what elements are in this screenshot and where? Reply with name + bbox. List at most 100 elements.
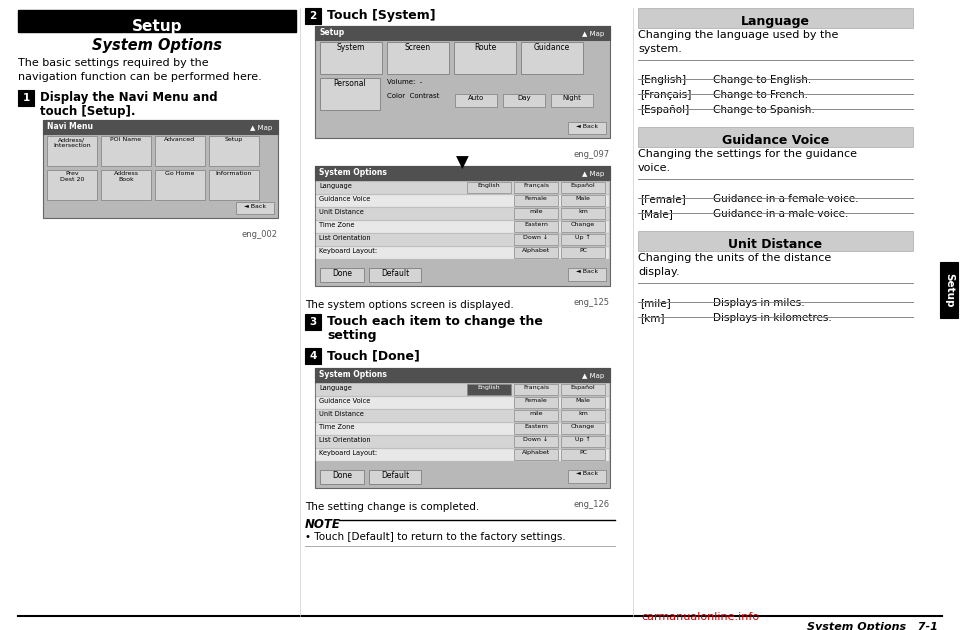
Text: Setup: Setup [132,20,182,35]
Bar [369,268,421,282]
Text: The system options screen is displayed.: The system options screen is displayed. [305,300,514,310]
Text: Male: Male [576,196,590,201]
Bar [315,368,610,382]
Bar [503,94,545,107]
Text: [Español]: [Español] [640,105,689,115]
Text: [km]: [km] [640,313,664,323]
Text: Alphabet: Alphabet [522,248,550,253]
Text: English: English [478,183,500,188]
Text: Displays in kilometres.: Displays in kilometres. [713,313,831,323]
Text: Display the Navi Menu and: Display the Navi Menu and [40,91,218,104]
Bar [305,8,321,24]
Bar [316,423,609,435]
Text: Personal: Personal [334,79,367,88]
Bar [514,423,558,434]
Text: Information: Information [216,171,252,176]
Text: Changing the units of the distance: Changing the units of the distance [638,253,831,263]
Bar [514,449,558,460]
Bar [316,384,609,396]
Text: Language: Language [319,385,352,391]
Text: PC: PC [579,248,587,253]
Text: Alphabet: Alphabet [522,450,550,455]
Bar [561,384,605,395]
Bar [638,127,913,147]
Text: System Options: System Options [92,38,222,53]
Text: Volume:  -: Volume: - [387,79,422,85]
Text: Language: Language [319,183,352,189]
Text: 1: 1 [22,93,30,103]
Text: POI Name: POI Name [110,137,141,142]
Text: Female: Female [524,196,547,201]
Text: Change: Change [571,424,595,429]
Bar [316,208,609,220]
Bar [561,436,605,447]
Bar [387,42,449,74]
Text: mile: mile [529,411,542,416]
Text: System: System [337,43,365,52]
Text: Time Zone: Time Zone [319,222,354,228]
Text: Changing the language used by the: Changing the language used by the [638,30,838,40]
Bar [561,182,605,193]
Bar [101,136,151,166]
Text: Guidance Voice: Guidance Voice [722,134,829,147]
Text: ▲ Map: ▲ Map [582,171,604,177]
Text: Français: Français [523,385,549,390]
Bar [305,314,321,330]
Text: 4: 4 [309,351,317,361]
Bar [316,195,609,207]
Text: Color  Contrast: Color Contrast [387,93,440,99]
Text: eng_125: eng_125 [574,298,610,307]
Text: km: km [578,209,588,214]
Text: List Orientation: List Orientation [319,235,371,241]
Bar [568,268,606,281]
Bar [315,368,610,488]
Bar [315,26,610,138]
Bar [514,384,558,395]
Bar [155,170,205,200]
Bar [514,397,558,408]
Text: Change to English.: Change to English. [713,75,811,85]
Text: Setup: Setup [319,28,345,37]
Text: Default: Default [381,269,409,278]
Bar [47,170,97,200]
Text: system.: system. [638,44,682,54]
Bar [320,470,364,484]
Text: Default: Default [381,471,409,480]
Bar [561,449,605,460]
Text: Up ↑: Up ↑ [575,235,590,241]
Text: ▲ Map: ▲ Map [250,125,273,131]
Text: 3: 3 [309,317,317,327]
Text: Day: Day [517,95,531,101]
Bar [514,208,558,219]
Text: Go Home: Go Home [165,171,195,176]
Bar [561,208,605,219]
Text: Unit Distance: Unit Distance [319,209,364,215]
Bar [18,10,296,32]
Bar [568,470,606,483]
Bar [316,410,609,422]
Text: Route: Route [474,43,496,52]
Text: Español: Español [570,385,595,390]
Bar [316,449,609,461]
Text: Done: Done [332,471,352,480]
Text: Female: Female [524,398,547,403]
Text: • Touch [Default] to return to the factory settings.: • Touch [Default] to return to the facto… [305,532,565,542]
Text: [Female]: [Female] [640,194,685,204]
Text: Touch [Done]: Touch [Done] [327,349,420,362]
Text: Change to Spanish.: Change to Spanish. [713,105,815,115]
Text: Language: Language [741,16,810,28]
Text: Address
Book: Address Book [113,171,138,182]
Bar [155,136,205,166]
Bar [315,166,610,286]
Text: ◄ Back: ◄ Back [576,269,598,274]
Bar [315,166,610,180]
Text: Prev
Dest 20: Prev Dest 20 [60,171,84,182]
Text: ◄ Back: ◄ Back [576,471,598,476]
Text: Changing the settings for the guidance: Changing the settings for the guidance [638,149,857,159]
Bar [236,202,274,214]
Bar [369,470,421,484]
Text: Navi Menu: Navi Menu [47,122,93,131]
Bar [551,94,593,107]
Bar [316,182,609,194]
Text: Up ↑: Up ↑ [575,437,590,442]
